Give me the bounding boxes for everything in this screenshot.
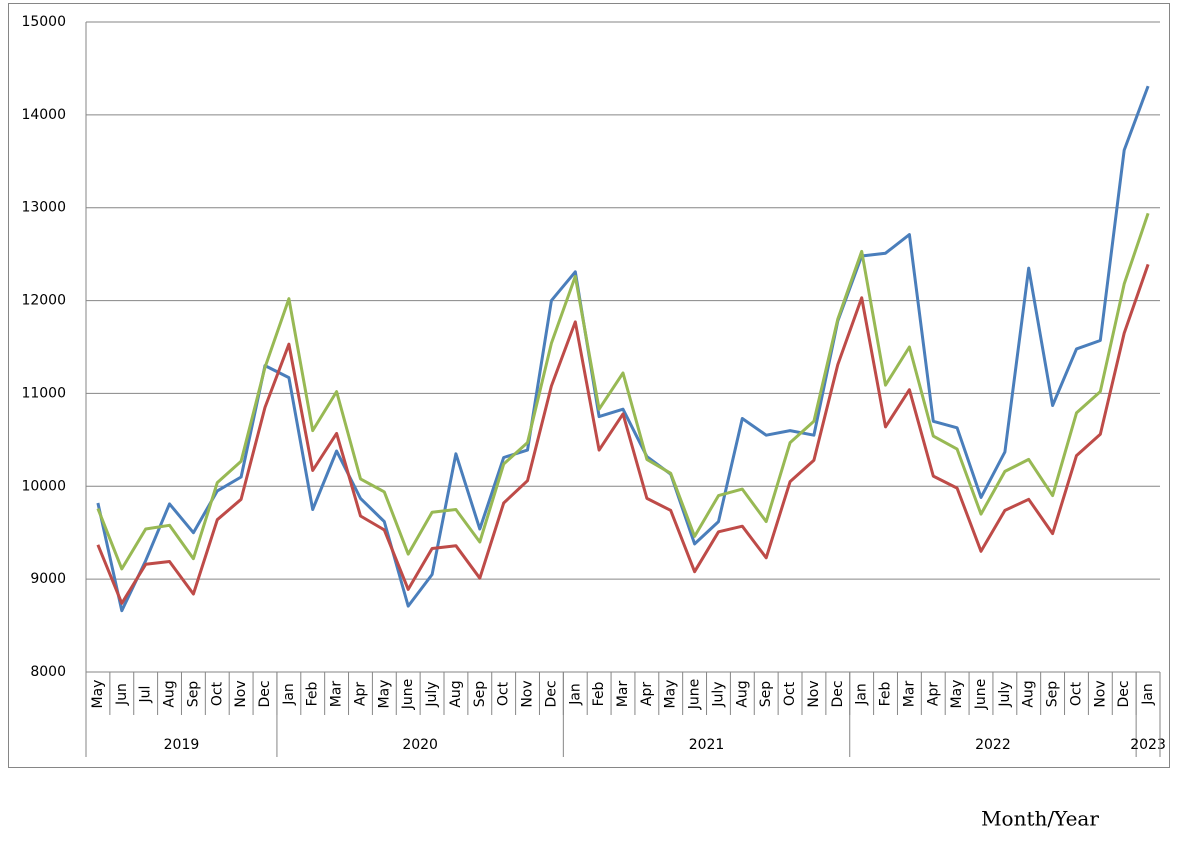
x-tick-label: June xyxy=(687,679,703,711)
x-tick-label: July xyxy=(997,681,1013,707)
x-tick-label: Sep xyxy=(472,681,488,708)
x-tick-label: Sep xyxy=(1045,681,1061,708)
x-tick-label: Jun xyxy=(114,683,130,706)
x-tick-label: Apr xyxy=(639,682,655,706)
x-tick-label: Mar xyxy=(329,681,345,708)
x-tick-label: Dec xyxy=(830,680,846,707)
y-tick-label: 11000 xyxy=(21,385,66,401)
x-tick-label: Dec xyxy=(257,680,273,707)
x-tick-label: July xyxy=(424,681,440,707)
y-tick-label: 13000 xyxy=(21,200,66,216)
x-tick-label: Nov xyxy=(520,680,536,707)
x-tick-label: Mar xyxy=(901,681,917,708)
x-tick-label: Sep xyxy=(758,681,774,708)
x-tick-label: Aug xyxy=(448,680,464,707)
x-tick-label: Oct xyxy=(209,681,225,706)
y-tick-label: 14000 xyxy=(21,107,66,123)
series-line xyxy=(96,263,1150,605)
x-axis-title: Month/Year xyxy=(981,807,1099,831)
series-line xyxy=(96,212,1150,571)
x-tick-label: Apr xyxy=(352,682,368,706)
x-tick-label: Feb xyxy=(305,681,321,706)
y-tick-label: 10000 xyxy=(21,478,66,494)
x-tick-label: May xyxy=(663,680,679,709)
x-tick-label: June xyxy=(973,679,989,711)
x-tick-label: Nov xyxy=(806,680,822,707)
x-tick-label: May xyxy=(90,680,106,709)
x-tick-label: Aug xyxy=(162,680,178,707)
chart-border xyxy=(8,3,1170,768)
x-tick-label: Oct xyxy=(496,681,512,706)
x-tick-label: May xyxy=(376,680,392,709)
y-tick-label: 8000 xyxy=(30,664,66,680)
x-tick-label: May xyxy=(949,680,965,709)
x-tick-label: Aug xyxy=(734,680,750,707)
x-tick-label: Aug xyxy=(1021,680,1037,707)
x-tick-label: Nov xyxy=(233,680,249,707)
x-tick-label: Jan xyxy=(1140,683,1156,706)
x-tick-label: Jan xyxy=(567,683,583,706)
y-tick-label: 9000 xyxy=(30,571,66,587)
x-tick-label: Oct xyxy=(782,681,798,706)
year-label: 2022 xyxy=(975,737,1011,753)
x-tick-label: June xyxy=(400,679,416,711)
y-tick-label: 12000 xyxy=(21,293,66,309)
x-tick-label: Nov xyxy=(1092,680,1108,707)
x-tick-label: Oct xyxy=(1068,681,1084,706)
x-tick-label: Feb xyxy=(591,681,607,706)
x-tick-label: Sep xyxy=(185,681,201,708)
x-tick-label: Jan xyxy=(281,683,297,706)
year-label: 2021 xyxy=(689,737,725,753)
x-tick-label: Dec xyxy=(543,680,559,707)
x-tick-label: July xyxy=(710,681,726,707)
x-tick-label: Feb xyxy=(878,681,894,706)
x-tick-label: Jul xyxy=(138,686,154,704)
year-label: 2019 xyxy=(164,737,200,753)
y-tick-label: 15000 xyxy=(21,14,66,30)
x-tick-label: Dec xyxy=(1116,680,1132,707)
x-tick-label: Apr xyxy=(925,682,941,706)
x-tick-label: Mar xyxy=(615,681,631,708)
year-label: 2023 xyxy=(1130,737,1166,753)
series-line xyxy=(96,85,1150,613)
year-label: 2020 xyxy=(402,737,438,753)
x-tick-label: Jan xyxy=(854,683,870,706)
